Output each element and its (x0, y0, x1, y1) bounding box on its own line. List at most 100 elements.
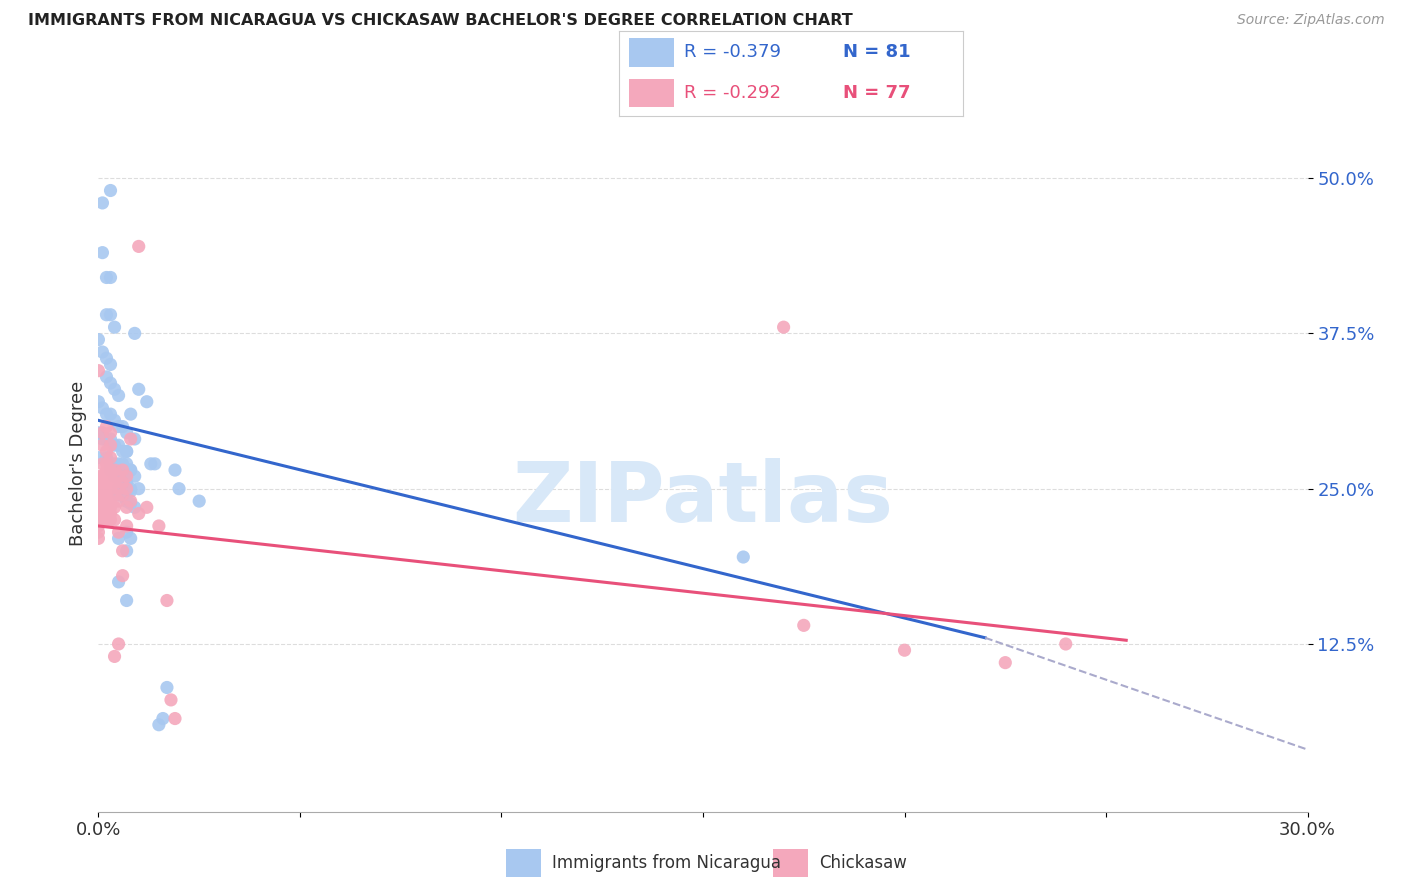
Text: N = 81: N = 81 (842, 44, 910, 62)
Point (167, 482, 190, 496)
Point (163, 712, 186, 726)
Point (87, 513, 110, 527)
Point (103, 457, 125, 471)
Point (91, 482, 114, 496)
Point (124, 500, 146, 515)
Point (91, 488, 114, 502)
Point (91, 438, 114, 452)
Point (160, 693, 183, 707)
Point (115, 519, 138, 533)
Point (103, 320, 125, 334)
Point (115, 482, 138, 496)
Point (115, 500, 138, 515)
Point (96, 513, 118, 527)
Point (772, 320, 794, 334)
Point (103, 463, 125, 477)
Point (96, 475, 118, 490)
Point (103, 469, 125, 483)
Point (111, 482, 134, 496)
Point (111, 488, 134, 502)
Point (103, 413, 125, 427)
Point (115, 525, 138, 540)
Point (91, 401, 114, 415)
Text: Source: ZipAtlas.com: Source: ZipAtlas.com (1237, 13, 1385, 28)
Point (111, 419, 134, 434)
Point (115, 593, 138, 607)
Point (111, 475, 134, 490)
Point (107, 532, 129, 546)
Point (107, 525, 129, 540)
Point (100, 407, 122, 421)
Point (91, 345, 114, 359)
Point (1054, 637, 1077, 651)
Point (111, 457, 134, 471)
Point (115, 475, 138, 490)
Point (148, 717, 170, 731)
Point (107, 494, 129, 508)
Point (100, 450, 122, 465)
Point (120, 463, 142, 477)
Point (107, 457, 129, 471)
Point (733, 549, 755, 564)
Point (139, 457, 162, 471)
Text: Immigrants from Nicaragua: Immigrants from Nicaragua (551, 854, 780, 872)
Point (893, 643, 915, 657)
Point (100, 457, 122, 471)
Point (91, 196, 114, 211)
Bar (628, 78, 673, 108)
Point (115, 463, 138, 477)
Point (115, 543, 138, 558)
Point (96, 419, 118, 434)
Point (156, 681, 179, 695)
Point (91, 432, 114, 446)
Point (111, 463, 134, 477)
Text: N = 77: N = 77 (842, 84, 910, 102)
Point (91, 494, 114, 508)
Point (100, 308, 122, 322)
Point (152, 712, 174, 726)
Point (111, 475, 134, 490)
Point (91, 507, 114, 521)
Point (96, 450, 118, 465)
Point (107, 574, 129, 589)
Point (87, 532, 110, 546)
Text: IMMIGRANTS FROM NICARAGUA VS CHICKASAW BACHELOR'S DEGREE CORRELATION CHART: IMMIGRANTS FROM NICARAGUA VS CHICKASAW B… (28, 13, 853, 29)
Point (100, 513, 122, 527)
Point (107, 482, 129, 496)
Point (107, 469, 129, 483)
Point (156, 593, 179, 607)
Point (107, 438, 129, 452)
Point (135, 500, 157, 515)
Point (148, 519, 170, 533)
Point (100, 507, 122, 521)
Bar (773, 849, 808, 877)
Point (100, 438, 122, 452)
Point (100, 482, 122, 496)
Point (103, 649, 125, 664)
Point (111, 488, 134, 502)
Point (100, 270, 122, 285)
Point (120, 463, 142, 477)
Point (124, 469, 146, 483)
Point (107, 482, 129, 496)
Point (793, 618, 815, 632)
Point (87, 500, 110, 515)
Point (115, 494, 138, 508)
Point (107, 388, 129, 402)
Point (128, 507, 150, 521)
Point (87, 525, 110, 540)
Point (115, 494, 138, 508)
Point (143, 457, 166, 471)
Point (111, 543, 134, 558)
Point (107, 419, 129, 434)
Point (96, 463, 118, 477)
Point (91, 469, 114, 483)
Point (103, 488, 125, 502)
Point (100, 463, 122, 477)
Point (87, 364, 110, 378)
Point (91, 245, 114, 260)
Point (100, 494, 122, 508)
Point (91, 513, 114, 527)
Point (100, 469, 122, 483)
Point (91, 457, 114, 471)
